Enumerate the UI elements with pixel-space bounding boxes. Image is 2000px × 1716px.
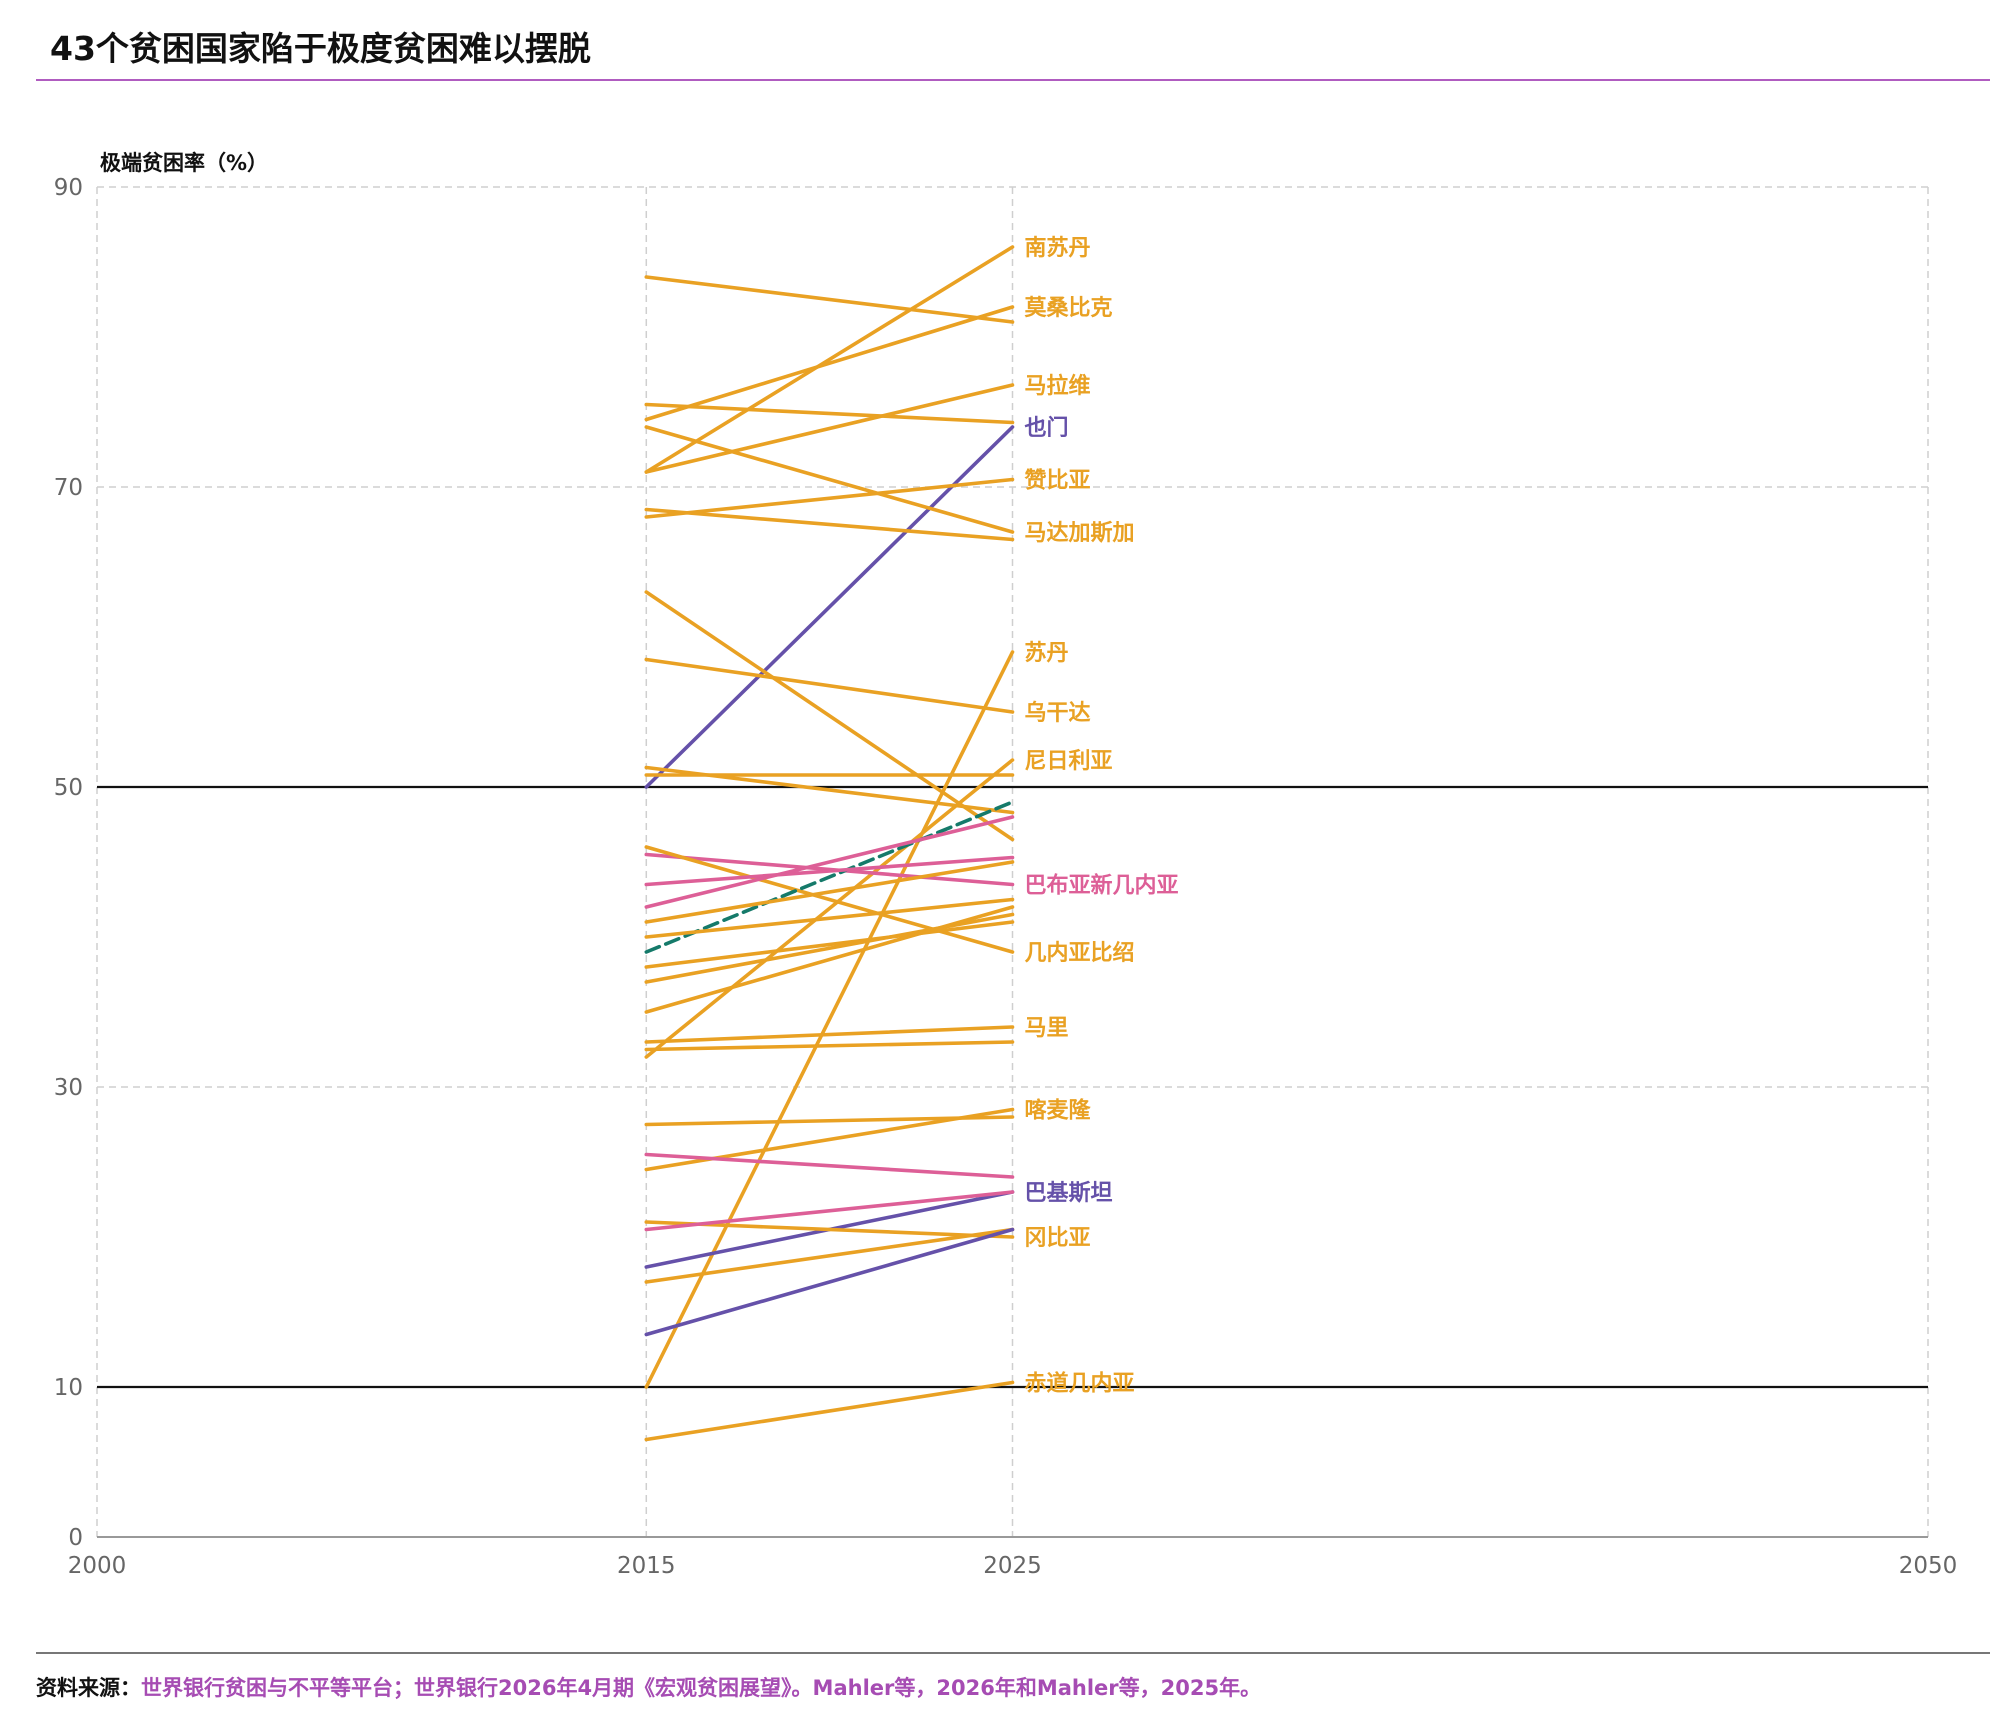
series-line xyxy=(644,657,1015,714)
source-label: 资料来源： xyxy=(36,1676,141,1700)
series-label: 乌干达 xyxy=(1025,700,1091,726)
series-line xyxy=(644,1380,1015,1442)
series-label: 赤道几内亚 xyxy=(1025,1371,1135,1397)
footer-divider xyxy=(36,1652,1990,1654)
series-label: 几内亚比绍 xyxy=(1025,940,1135,966)
x-tick-label: 2000 xyxy=(68,1553,127,1579)
series-label: 马达加斯加 xyxy=(1025,520,1135,546)
series-line xyxy=(644,897,1015,939)
series-label: 苏丹 xyxy=(1025,640,1069,666)
source-note: 资料来源：世界银行贫困与不平等平台；世界银行2026年4月期《宏观贫困展望》。M… xyxy=(36,1672,1261,1702)
y-tick-label: 10 xyxy=(54,1375,83,1401)
series-label: 巴基斯坦 xyxy=(1025,1180,1113,1206)
series-line xyxy=(644,477,1015,519)
series-label: 尼日利亚 xyxy=(1025,749,1113,774)
series-line xyxy=(644,275,1015,324)
series-line xyxy=(644,860,1015,924)
x-tick-label: 2025 xyxy=(983,1553,1042,1579)
series-line xyxy=(644,402,1015,425)
series-line xyxy=(644,507,1015,542)
chart-title: 43个贫困国家陷于极度贫困难以摆脱 xyxy=(50,29,591,68)
series-line xyxy=(644,800,1015,954)
series-line xyxy=(644,305,1015,422)
series-line xyxy=(644,425,1015,534)
series-line xyxy=(644,383,1015,474)
y-tick-label: 70 xyxy=(54,475,83,501)
series-line xyxy=(644,590,1015,842)
series-label: 马拉维 xyxy=(1025,373,1091,399)
series-label: 喀麦隆 xyxy=(1025,1098,1092,1124)
y-axis-label: 极端贫困率（%） xyxy=(100,151,268,175)
x-tick-label: 2015 xyxy=(617,1553,676,1579)
y-tick-label: 0 xyxy=(68,1525,83,1551)
series-line xyxy=(644,920,1015,969)
series-line xyxy=(644,1227,1015,1337)
x-tick-label: 2050 xyxy=(1899,1553,1958,1579)
series-line xyxy=(644,1190,1015,1232)
series-line xyxy=(644,1025,1015,1044)
y-tick-label: 30 xyxy=(54,1075,83,1101)
series-label: 也门 xyxy=(1025,415,1069,441)
title-divider xyxy=(36,79,1990,81)
series-line xyxy=(644,650,1015,1389)
series-label: 赞比亚 xyxy=(1024,469,1091,494)
series-line xyxy=(644,1152,1015,1179)
series-line xyxy=(644,815,1015,909)
series-label: 冈比亚 xyxy=(1025,1226,1091,1251)
source-text: 世界银行贫困与不平等平台；世界银行2026年4月期《宏观贫困展望》。Mahler… xyxy=(141,1676,1262,1700)
series-label: 马里 xyxy=(1025,1016,1069,1041)
series-line xyxy=(644,1227,1015,1284)
series-layer xyxy=(644,245,1015,1442)
series-line xyxy=(644,245,1015,474)
series-label: 巴布亚新几内亚 xyxy=(1025,873,1179,899)
series-line xyxy=(644,758,1015,1059)
series-line xyxy=(644,912,1015,984)
series-line xyxy=(644,855,1015,887)
series-line xyxy=(644,905,1015,1014)
series-label: 南苏丹 xyxy=(1025,235,1091,261)
tick-layer: 0 10 30 50 70 90 2000 2015 2025 2050 xyxy=(54,175,1958,1579)
y-tick-label: 90 xyxy=(54,175,83,201)
y-tick-label: 50 xyxy=(54,775,83,801)
series-line xyxy=(644,845,1015,954)
series-label-layer: 南苏丹莫桑比克马拉维也门赞比亚马达加斯加苏丹乌干达尼日利亚巴布亚新几内亚几内亚比… xyxy=(1024,235,1179,1397)
series-line xyxy=(644,1040,1015,1052)
series-label: 莫桑比克 xyxy=(1025,295,1113,321)
series-line xyxy=(644,1115,1015,1127)
